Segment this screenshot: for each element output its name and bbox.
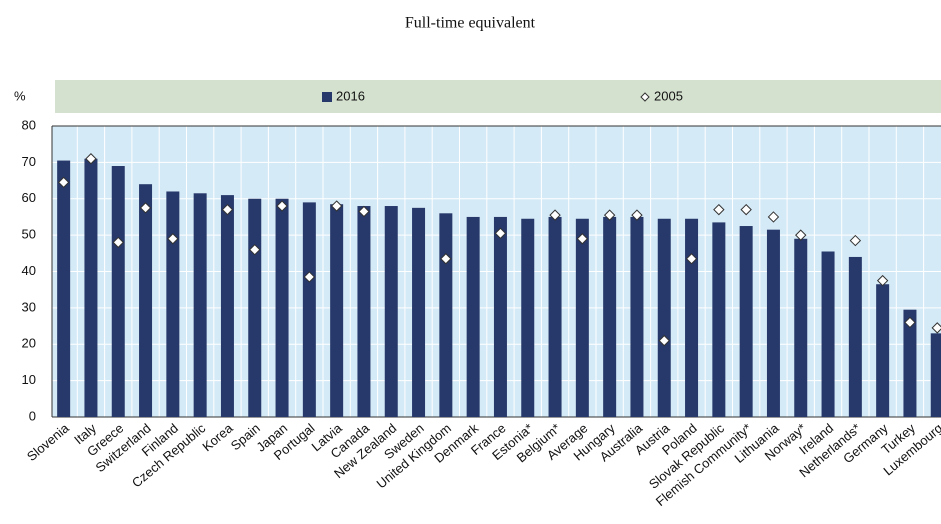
bar [193, 193, 207, 417]
legend-swatch [640, 92, 650, 102]
bar [439, 213, 453, 417]
bar [548, 216, 562, 417]
marker [658, 334, 670, 347]
bar [466, 216, 480, 417]
bar [220, 195, 234, 417]
marker [358, 205, 370, 218]
y-axis-label: % [14, 88, 26, 103]
bar [712, 222, 726, 417]
marker [576, 233, 589, 245]
bar [685, 218, 699, 417]
marker [112, 236, 124, 249]
legend-label: 2016 [336, 88, 365, 103]
y-tick-label: 50 [22, 227, 36, 242]
marker [221, 203, 234, 216]
marker [167, 233, 179, 245]
y-tick-label: 70 [22, 154, 36, 169]
marker [740, 203, 752, 216]
y-tick-label: 10 [22, 372, 36, 387]
marker [713, 203, 725, 216]
bar [821, 251, 835, 417]
bar [739, 226, 753, 417]
bar [302, 202, 316, 417]
bar [575, 218, 589, 417]
y-tick-label: 0 [29, 408, 36, 423]
marker [795, 229, 807, 241]
marker [330, 200, 343, 212]
marker [440, 253, 452, 265]
bar [139, 184, 153, 417]
bar [521, 218, 535, 417]
y-tick-label: 40 [22, 263, 36, 278]
bar [84, 158, 98, 418]
x-tick-label: Slovenia [24, 420, 72, 464]
chart-title: Full-time equivalent [405, 15, 536, 32]
marker [249, 243, 261, 256]
marker [849, 234, 862, 247]
legend-swatch [322, 92, 332, 102]
legend-band [55, 80, 941, 113]
y-tick-label: 30 [22, 299, 36, 314]
marker [603, 209, 616, 221]
marker [904, 316, 916, 329]
marker [139, 202, 152, 214]
marker [57, 176, 70, 189]
bar [493, 216, 507, 417]
marker [549, 209, 561, 221]
bar [57, 160, 71, 417]
marker [767, 211, 780, 223]
marker [685, 253, 698, 265]
bar [903, 309, 917, 417]
bar [876, 284, 890, 417]
bar [930, 333, 941, 417]
bar [166, 191, 180, 417]
bar [330, 204, 344, 417]
bar [412, 207, 426, 417]
bar [111, 166, 125, 417]
legend-label: 2005 [654, 88, 683, 103]
marker [276, 200, 288, 212]
marker [303, 271, 316, 283]
bar [275, 198, 289, 417]
bar [384, 206, 398, 417]
bar [657, 218, 671, 417]
y-tick-label: 80 [22, 117, 36, 132]
bar [794, 238, 808, 417]
marker [631, 209, 643, 221]
marker [876, 274, 889, 287]
marker [85, 153, 97, 165]
bar [248, 198, 262, 417]
y-tick-label: 60 [22, 190, 36, 205]
x-tick-label: Korea [199, 420, 236, 454]
y-tick-label: 20 [22, 336, 36, 351]
marker [494, 227, 507, 240]
bar [357, 206, 371, 417]
bar [603, 216, 617, 417]
bar [766, 229, 780, 417]
bar [848, 256, 862, 417]
bar [630, 216, 644, 417]
